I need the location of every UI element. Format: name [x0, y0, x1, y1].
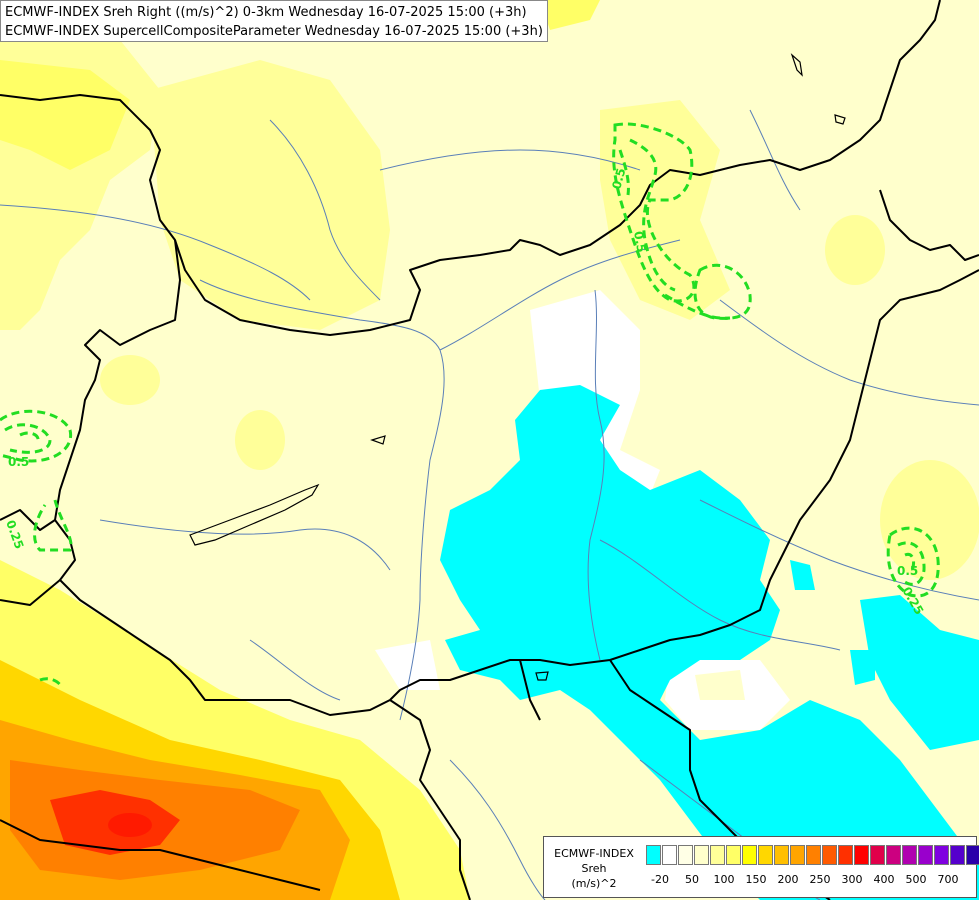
- legend-swatch: [742, 845, 757, 865]
- sreh-field-yellow-center2: [100, 355, 160, 405]
- legend-swatch: [822, 845, 837, 865]
- sreh-field-cyan-main: [440, 385, 979, 900]
- legend-swatch: [774, 845, 789, 865]
- sreh-field-yellow-nw: [0, 60, 130, 170]
- legend-tick-label: 700: [937, 873, 959, 886]
- legend-tick-label: -20: [651, 873, 669, 886]
- legend-swatch: [758, 845, 773, 865]
- sreh-field-yellow-in-cyan: [695, 670, 745, 700]
- legend-tick-label: 50: [685, 873, 699, 886]
- legend-tick-label: 150: [745, 873, 767, 886]
- map-title-scp: ECMWF-INDEX SupercellCompositeParameter …: [5, 24, 543, 39]
- scp-contours: [0, 122, 940, 689]
- legend-swatch: [662, 845, 677, 865]
- sreh-field-white-sw2: [375, 640, 440, 690]
- sreh-field-cyan-east2: [790, 560, 815, 590]
- legend-swatch: [710, 845, 725, 865]
- legend-tick-label: 500: [905, 873, 927, 886]
- sreh-field-yellow-north: [150, 60, 390, 330]
- color-legend: ECMWF-INDEX Sreh (m/s)^2 -20 50 100 150 200 2…: [543, 836, 979, 898]
- legend-swatch: [646, 845, 661, 865]
- sreh-field-cyan-east3: [850, 650, 875, 685]
- legend-label: ECMWF-INDEX Sreh (m/s)^2: [550, 846, 638, 891]
- legend-swatch: [726, 845, 741, 865]
- sreh-field-yellow-east: [825, 215, 885, 285]
- legend-units: (m/s)^2: [571, 877, 617, 890]
- legend-swatch: [902, 845, 917, 865]
- sreh-field-redcore-sw: [108, 813, 152, 837]
- sreh-field-yellow-east2: [880, 460, 979, 580]
- legend-parameter: Sreh: [581, 862, 607, 875]
- legend-swatch: [918, 845, 933, 865]
- legend-swatch: [806, 845, 821, 865]
- legend-swatch: [966, 845, 979, 865]
- contour-label: 0.5: [8, 455, 29, 469]
- legend-tick-label: 400: [873, 873, 895, 886]
- sreh-field-yellow-ne: [600, 100, 730, 320]
- legend-swatch: [870, 845, 885, 865]
- legend-tick-label: 200: [777, 873, 799, 886]
- sreh-field-yellow-top: [540, 0, 600, 30]
- legend-tick-labels: -20 50 100 150 200 250 300 400 500 700: [646, 873, 976, 889]
- legend-tick-label: 300: [841, 873, 863, 886]
- legend-swatch: [790, 845, 805, 865]
- legend-swatch: [950, 845, 965, 865]
- contour-label: 0.5: [609, 167, 628, 191]
- lakes: [189, 53, 846, 681]
- contour-label: 0.5: [897, 564, 918, 578]
- contour-label: 0.5: [631, 230, 648, 253]
- legend-swatch: [838, 845, 853, 865]
- legend-swatch: [934, 845, 949, 865]
- legend-swatch: [854, 845, 869, 865]
- legend-swatch: [886, 845, 901, 865]
- sreh-field-yellow-center: [235, 410, 285, 470]
- map-title-sreh: ECMWF-INDEX Sreh Right ((m/s)^2) 0-3km W…: [5, 5, 527, 20]
- legend-tick-label: 250: [809, 873, 831, 886]
- sreh-field-cyan-east: [860, 595, 979, 750]
- legend-swatch: [678, 845, 693, 865]
- legend-color-scale: [646, 845, 979, 865]
- legend-tick-label: 100: [713, 873, 735, 886]
- legend-swatch: [694, 845, 709, 865]
- map-title-box: ECMWF-INDEX Sreh Right ((m/s)^2) 0-3km W…: [0, 0, 548, 42]
- legend-source: ECMWF-INDEX: [554, 847, 634, 860]
